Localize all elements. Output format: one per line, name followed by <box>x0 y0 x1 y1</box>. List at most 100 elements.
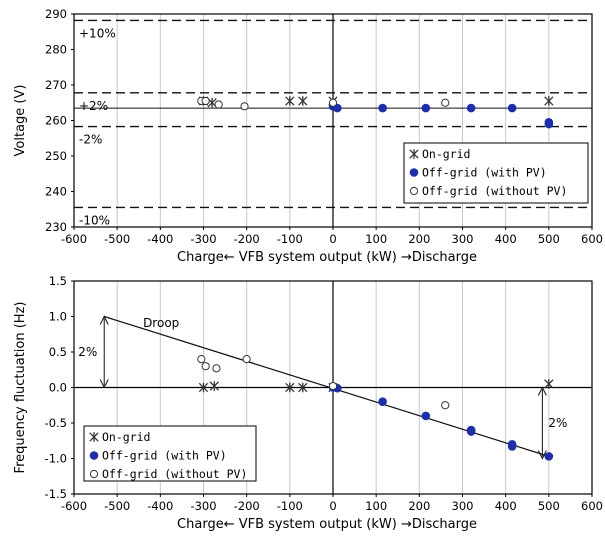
point-asterisk <box>544 96 554 106</box>
point-asterisk <box>285 96 295 106</box>
x-axis-title: Charge← VFB system output (kW) →Discharg… <box>177 250 477 265</box>
point-asterisk <box>285 382 295 393</box>
legend-label: Off-grid (with PV) <box>422 166 547 180</box>
reference-label: -2% <box>79 133 102 147</box>
legend-label: Off-grid (without PV) <box>422 184 567 198</box>
y-tick-label: 280 <box>45 43 67 57</box>
point-filled-circle <box>378 103 387 113</box>
y-tick-label: 240 <box>45 185 67 199</box>
x-tick-label: 100 <box>365 232 387 246</box>
x-tick-label: 0 <box>329 499 336 513</box>
x-tick-label: 400 <box>495 499 517 513</box>
point-filled-circle <box>507 442 517 451</box>
legend-label: Off-grid (without PV) <box>102 467 247 481</box>
legend-box <box>83 425 257 482</box>
arrowhead-top <box>99 315 109 325</box>
chart-2: Droop 2% 2% -600 -500 -400 -300 -200 -100 0 100 200… <box>13 274 603 532</box>
x-tick-label: 300 <box>452 499 474 513</box>
point-open-circle <box>201 362 210 371</box>
x-tick-label: 200 <box>408 499 430 513</box>
x-tick-label: 300 <box>452 232 474 246</box>
point-filled-circle <box>421 411 431 421</box>
point-filled-circle <box>378 397 387 407</box>
y-tick-label: 1.0 <box>49 310 67 324</box>
x-tick-label: -500 <box>104 232 130 246</box>
point-open-circle <box>197 355 206 364</box>
reference-label: +2% <box>79 99 108 113</box>
reference-label: -10% <box>79 213 110 227</box>
point-open-circle <box>441 401 450 410</box>
x-tick-label: -200 <box>234 232 260 246</box>
x-tick-label: -600 <box>61 499 87 513</box>
point-open-circle <box>242 355 251 364</box>
x-tick-label: 0 <box>329 232 336 246</box>
y-tick-label: 230 <box>45 220 67 234</box>
point-filled-circle <box>466 427 476 436</box>
y-tick-label: 0.5 <box>49 345 67 359</box>
point-filled-circle <box>333 103 342 113</box>
point-open-circle <box>212 364 221 373</box>
y-axis-title: Frequency fluctuation (Hz) <box>13 302 28 474</box>
x-tick-label: -100 <box>277 499 303 513</box>
x-tick-label: 500 <box>538 499 560 513</box>
x-tick-label: -200 <box>234 499 260 513</box>
chart-1: +10% +2% -2% -10% -600 -500 -400 -300 -200 -100 0 1… <box>13 7 603 265</box>
droop-label: Droop <box>143 316 179 330</box>
annotation-label: 2% <box>78 345 97 359</box>
point-filled-circle <box>421 103 431 113</box>
point-filled-circle <box>507 103 517 113</box>
y-axis-title: Voltage (V) <box>13 85 28 157</box>
arrowhead-top <box>537 386 547 396</box>
point-open-circle <box>441 98 450 107</box>
legend-marker-open-circle <box>409 186 419 196</box>
y-tick-label: 260 <box>45 114 67 128</box>
point-open-circle <box>328 381 338 391</box>
point-filled-circle <box>544 119 554 129</box>
y-tick-label: 0.0 <box>49 381 67 395</box>
x-tick-label: 200 <box>408 232 430 246</box>
x-tick-label: 600 <box>581 232 603 246</box>
legend-marker-filled-circle <box>409 168 419 177</box>
y-tick-label: 270 <box>45 78 67 92</box>
x-tick-label: -300 <box>190 232 216 246</box>
x-tick-label: 400 <box>495 232 517 246</box>
x-tick-label: -400 <box>147 499 173 513</box>
legend-box <box>403 142 589 204</box>
x-tick-label: 600 <box>581 499 603 513</box>
reference-label: +10% <box>79 26 116 40</box>
legend: On-grid Off-grid (with PV) Off-grid (witho… <box>403 142 589 204</box>
x-tick-label: -400 <box>147 232 173 246</box>
point-open-circle <box>201 96 210 106</box>
point-asterisk <box>298 382 308 393</box>
legend-marker-asterisk <box>89 432 99 442</box>
x-tick-label: -300 <box>190 499 216 513</box>
y-tick-label: 1.5 <box>49 274 67 288</box>
arrowhead-bottom <box>99 379 109 389</box>
point-open-circle <box>214 100 223 109</box>
x-tick-label: 500 <box>538 232 560 246</box>
x-tick-label: -100 <box>277 232 303 246</box>
annotation-label: 2% <box>548 416 567 430</box>
point-open-circle <box>328 98 338 107</box>
x-axis-title: Charge← VFB system output (kW) →Discharg… <box>177 517 477 532</box>
point-filled-circle <box>544 452 554 461</box>
y-tick-label: -0.5 <box>45 416 67 430</box>
y-tick-label: -1.5 <box>45 487 67 501</box>
point-asterisk <box>298 96 308 106</box>
legend-label: On-grid <box>102 430 150 444</box>
x-tick-label: -500 <box>104 499 130 513</box>
legend-label: On-grid <box>422 147 470 161</box>
y-tick-label: 250 <box>45 149 67 163</box>
point-asterisk <box>198 382 209 393</box>
y-tick-label: 290 <box>45 7 67 21</box>
legend-marker-asterisk <box>409 149 419 159</box>
point-asterisk <box>209 381 219 391</box>
arrowhead-bottom <box>537 450 547 460</box>
legend-label: Off-grid (with PV) <box>102 449 227 463</box>
y-tick-label: -1.0 <box>45 452 67 466</box>
point-open-circle <box>240 102 249 111</box>
point-filled-circle <box>466 103 476 113</box>
point-asterisk <box>544 379 554 389</box>
legend-marker-filled-circle <box>89 451 99 460</box>
